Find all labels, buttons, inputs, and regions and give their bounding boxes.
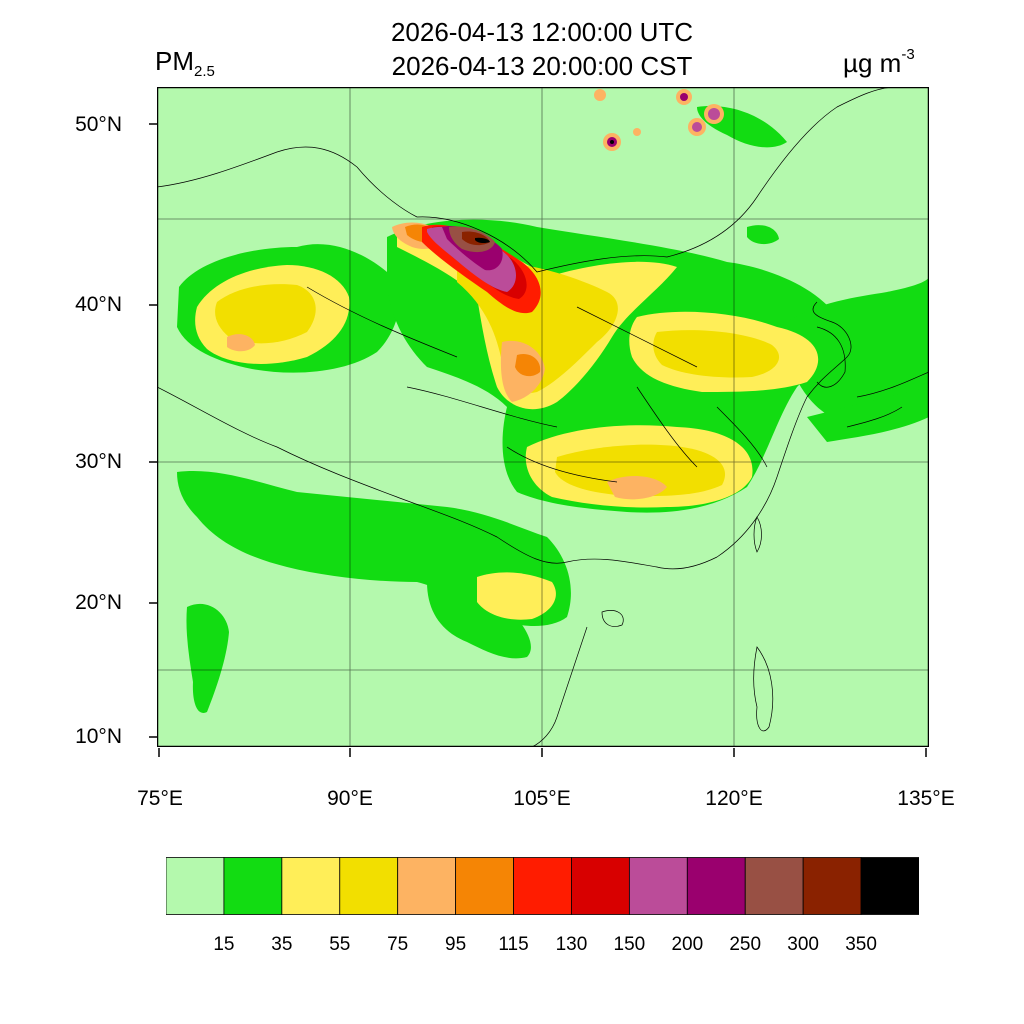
colorbar-swatch <box>455 857 514 915</box>
lon-label-120e: 120°E <box>705 787 763 810</box>
colorbar-swatch <box>860 857 919 915</box>
japan-outline <box>846 371 929 428</box>
east-coast <box>716 301 852 558</box>
philippines-outline <box>753 646 774 732</box>
axis-ticks <box>149 123 927 757</box>
hotspot-3-inner <box>708 108 720 120</box>
colorbar-swatch <box>628 857 688 915</box>
colorbar-swatch <box>339 857 399 915</box>
yunnan-lightyellow-region <box>477 572 556 620</box>
hotspot-1-core <box>610 140 614 144</box>
lon-label-75e: 75°E <box>137 787 183 810</box>
colorbar-swatch <box>223 857 283 915</box>
colorbar-label: 75 <box>387 934 409 955</box>
lon-label-135e: 135°E <box>897 787 955 810</box>
colorbar-label: 35 <box>271 934 293 955</box>
title-cst-time: 2026-04-13 20:00:00 CST <box>391 51 693 81</box>
colorbar-label: 150 <box>613 934 646 955</box>
colorbar-label: 300 <box>787 934 819 955</box>
korea-japan-green-region <box>807 387 929 442</box>
tarim-yellow-region <box>215 284 316 344</box>
colorbar-swatch <box>571 857 630 915</box>
colorbar-label: 250 <box>729 934 762 955</box>
china-north-border <box>157 87 898 273</box>
gobi-black-spot <box>475 237 490 244</box>
north-hotspots <box>594 89 724 151</box>
sichuan-yellow-region <box>555 444 726 496</box>
province-lines-2 <box>506 386 768 483</box>
colorbar-label: 15 <box>213 934 235 955</box>
colorbar-label: 130 <box>555 934 588 955</box>
colorbar-swatch <box>397 857 457 915</box>
north-china-yellow-region <box>653 330 780 378</box>
taiwan-outline <box>753 516 762 553</box>
colorbar <box>166 857 919 915</box>
colorbar-swatch <box>686 857 746 915</box>
colorbar-swatch <box>802 857 862 915</box>
colorbar-label: 200 <box>671 934 704 955</box>
lat-label-30n: 30°N <box>75 450 122 473</box>
title-utc-time: 2026-04-13 12:00:00 UTC <box>390 17 694 47</box>
variable-subscript: 2.5 <box>194 63 215 80</box>
colorbar-label: 115 <box>498 934 529 955</box>
colorbar-swatch <box>166 857 225 915</box>
ordos-orange-spot <box>515 353 541 377</box>
sichuan-lightorange-region <box>607 475 667 500</box>
china-south-border <box>157 386 718 570</box>
lon-label-105e: 105°E <box>513 787 571 810</box>
variable-label: PM2.5 <box>155 46 215 80</box>
lat-label-10n: 10°N <box>75 725 122 748</box>
colorbar-label: 55 <box>329 934 351 955</box>
lat-label-50n: 50°N <box>75 113 122 136</box>
units-text: µg m <box>843 48 902 78</box>
lat-label-40n: 40°N <box>75 293 122 316</box>
tibet-south-green-region <box>177 471 571 627</box>
variable-name: PM <box>155 46 194 76</box>
units-label: µg m-3 <box>843 46 915 79</box>
hotspot-6 <box>633 128 641 136</box>
boundaries <box>157 87 929 747</box>
hainan-outline <box>601 610 624 627</box>
colorbar-swatch <box>513 857 572 915</box>
north-small-green-1 <box>747 225 779 245</box>
india-green-blob <box>186 603 229 713</box>
lat-label-20n: 20°N <box>75 591 122 614</box>
northeast-green-region <box>787 277 929 422</box>
indochina-green-region <box>427 581 531 659</box>
hotspot-2-inner <box>680 93 688 101</box>
lon-label-90e: 90°E <box>327 787 373 810</box>
hotspot-4-inner <box>692 122 702 132</box>
colorbar-swatch <box>281 857 341 915</box>
pm25-map <box>157 87 929 747</box>
level-300-plus-regions <box>449 226 495 253</box>
colorbar-label: 350 <box>845 934 877 955</box>
colorbar-label: 95 <box>445 934 467 955</box>
korea-outline <box>816 326 846 388</box>
hotspot-5 <box>594 89 606 101</box>
colorbar-swatch <box>744 857 804 915</box>
units-superscript: -3 <box>901 46 915 63</box>
map-frame <box>157 87 929 747</box>
province-lines-1 <box>306 286 698 428</box>
graticule <box>157 87 929 747</box>
tarim-lightorange-spot <box>227 334 255 352</box>
